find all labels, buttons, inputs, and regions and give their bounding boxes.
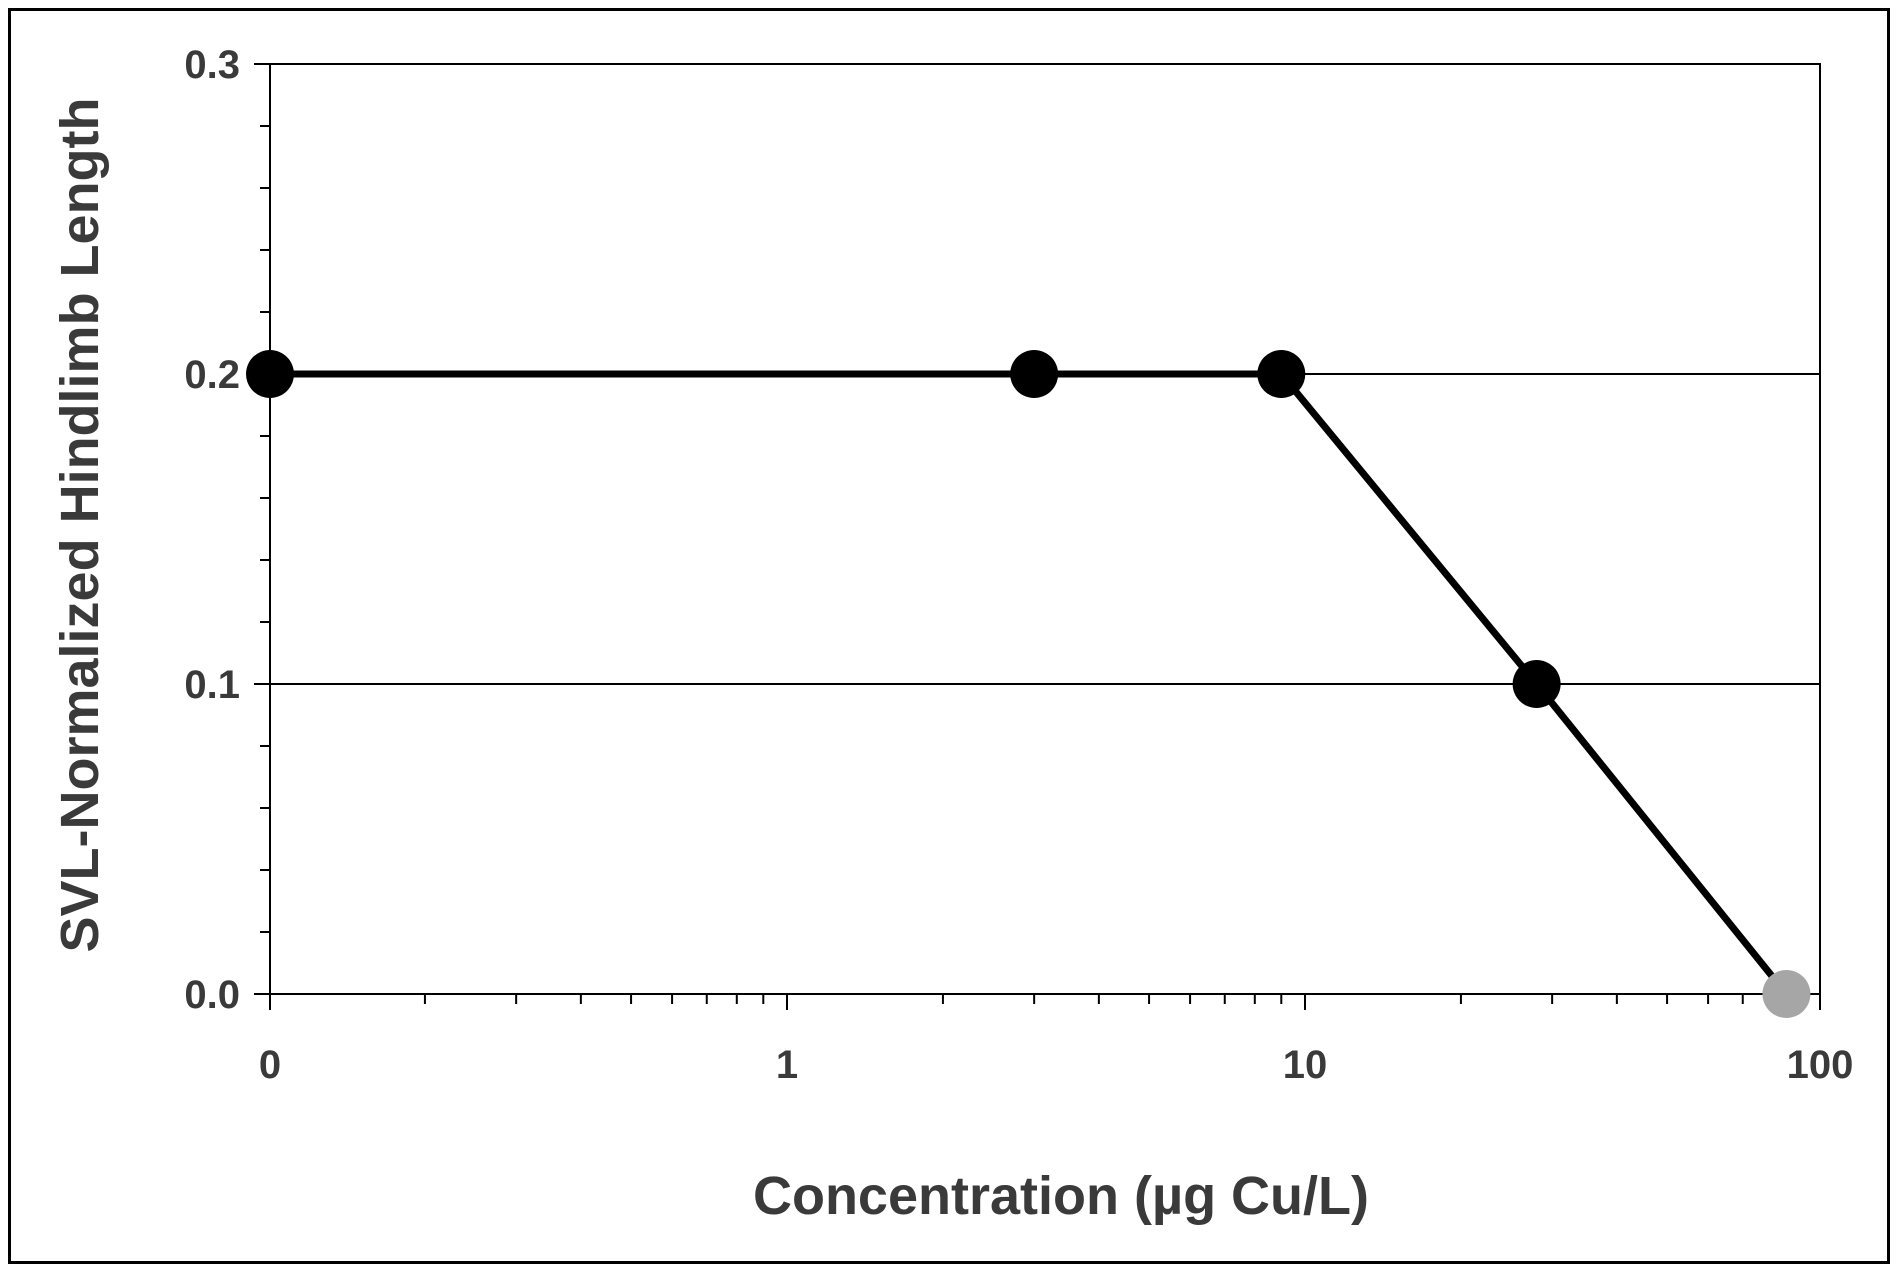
data-point	[1257, 350, 1306, 398]
data-point	[1512, 660, 1561, 708]
series-layer	[246, 350, 1811, 1018]
x-axis-title: Concentration (µg Cu/L)	[753, 1166, 1369, 1226]
y-tick-label: 0.3	[184, 43, 240, 87]
data-point	[246, 350, 294, 398]
chart-frame	[8, 8, 1890, 1264]
x-tick-label: 0	[259, 1043, 281, 1087]
x-tick-label: 100	[1787, 1043, 1854, 1087]
data-point	[1010, 350, 1059, 398]
y-tick-label: 0.2	[184, 353, 240, 397]
x-tick-label: 1	[776, 1043, 798, 1087]
plot-area	[269, 63, 1821, 995]
grid-layer	[270, 373, 1820, 685]
data-point	[1762, 970, 1811, 1018]
minor-ticks	[254, 63, 1821, 1010]
x-tick-label: 10	[1283, 1043, 1328, 1087]
y-tick-label: 0.0	[184, 973, 240, 1017]
label-layer: 0.0 0.1 0.2 0.3 0 1 10 100	[184, 43, 1853, 1087]
y-tick-label: 0.1	[184, 663, 240, 707]
y-axis-title: SVL-Normalized Hindlimb Length	[50, 97, 110, 952]
